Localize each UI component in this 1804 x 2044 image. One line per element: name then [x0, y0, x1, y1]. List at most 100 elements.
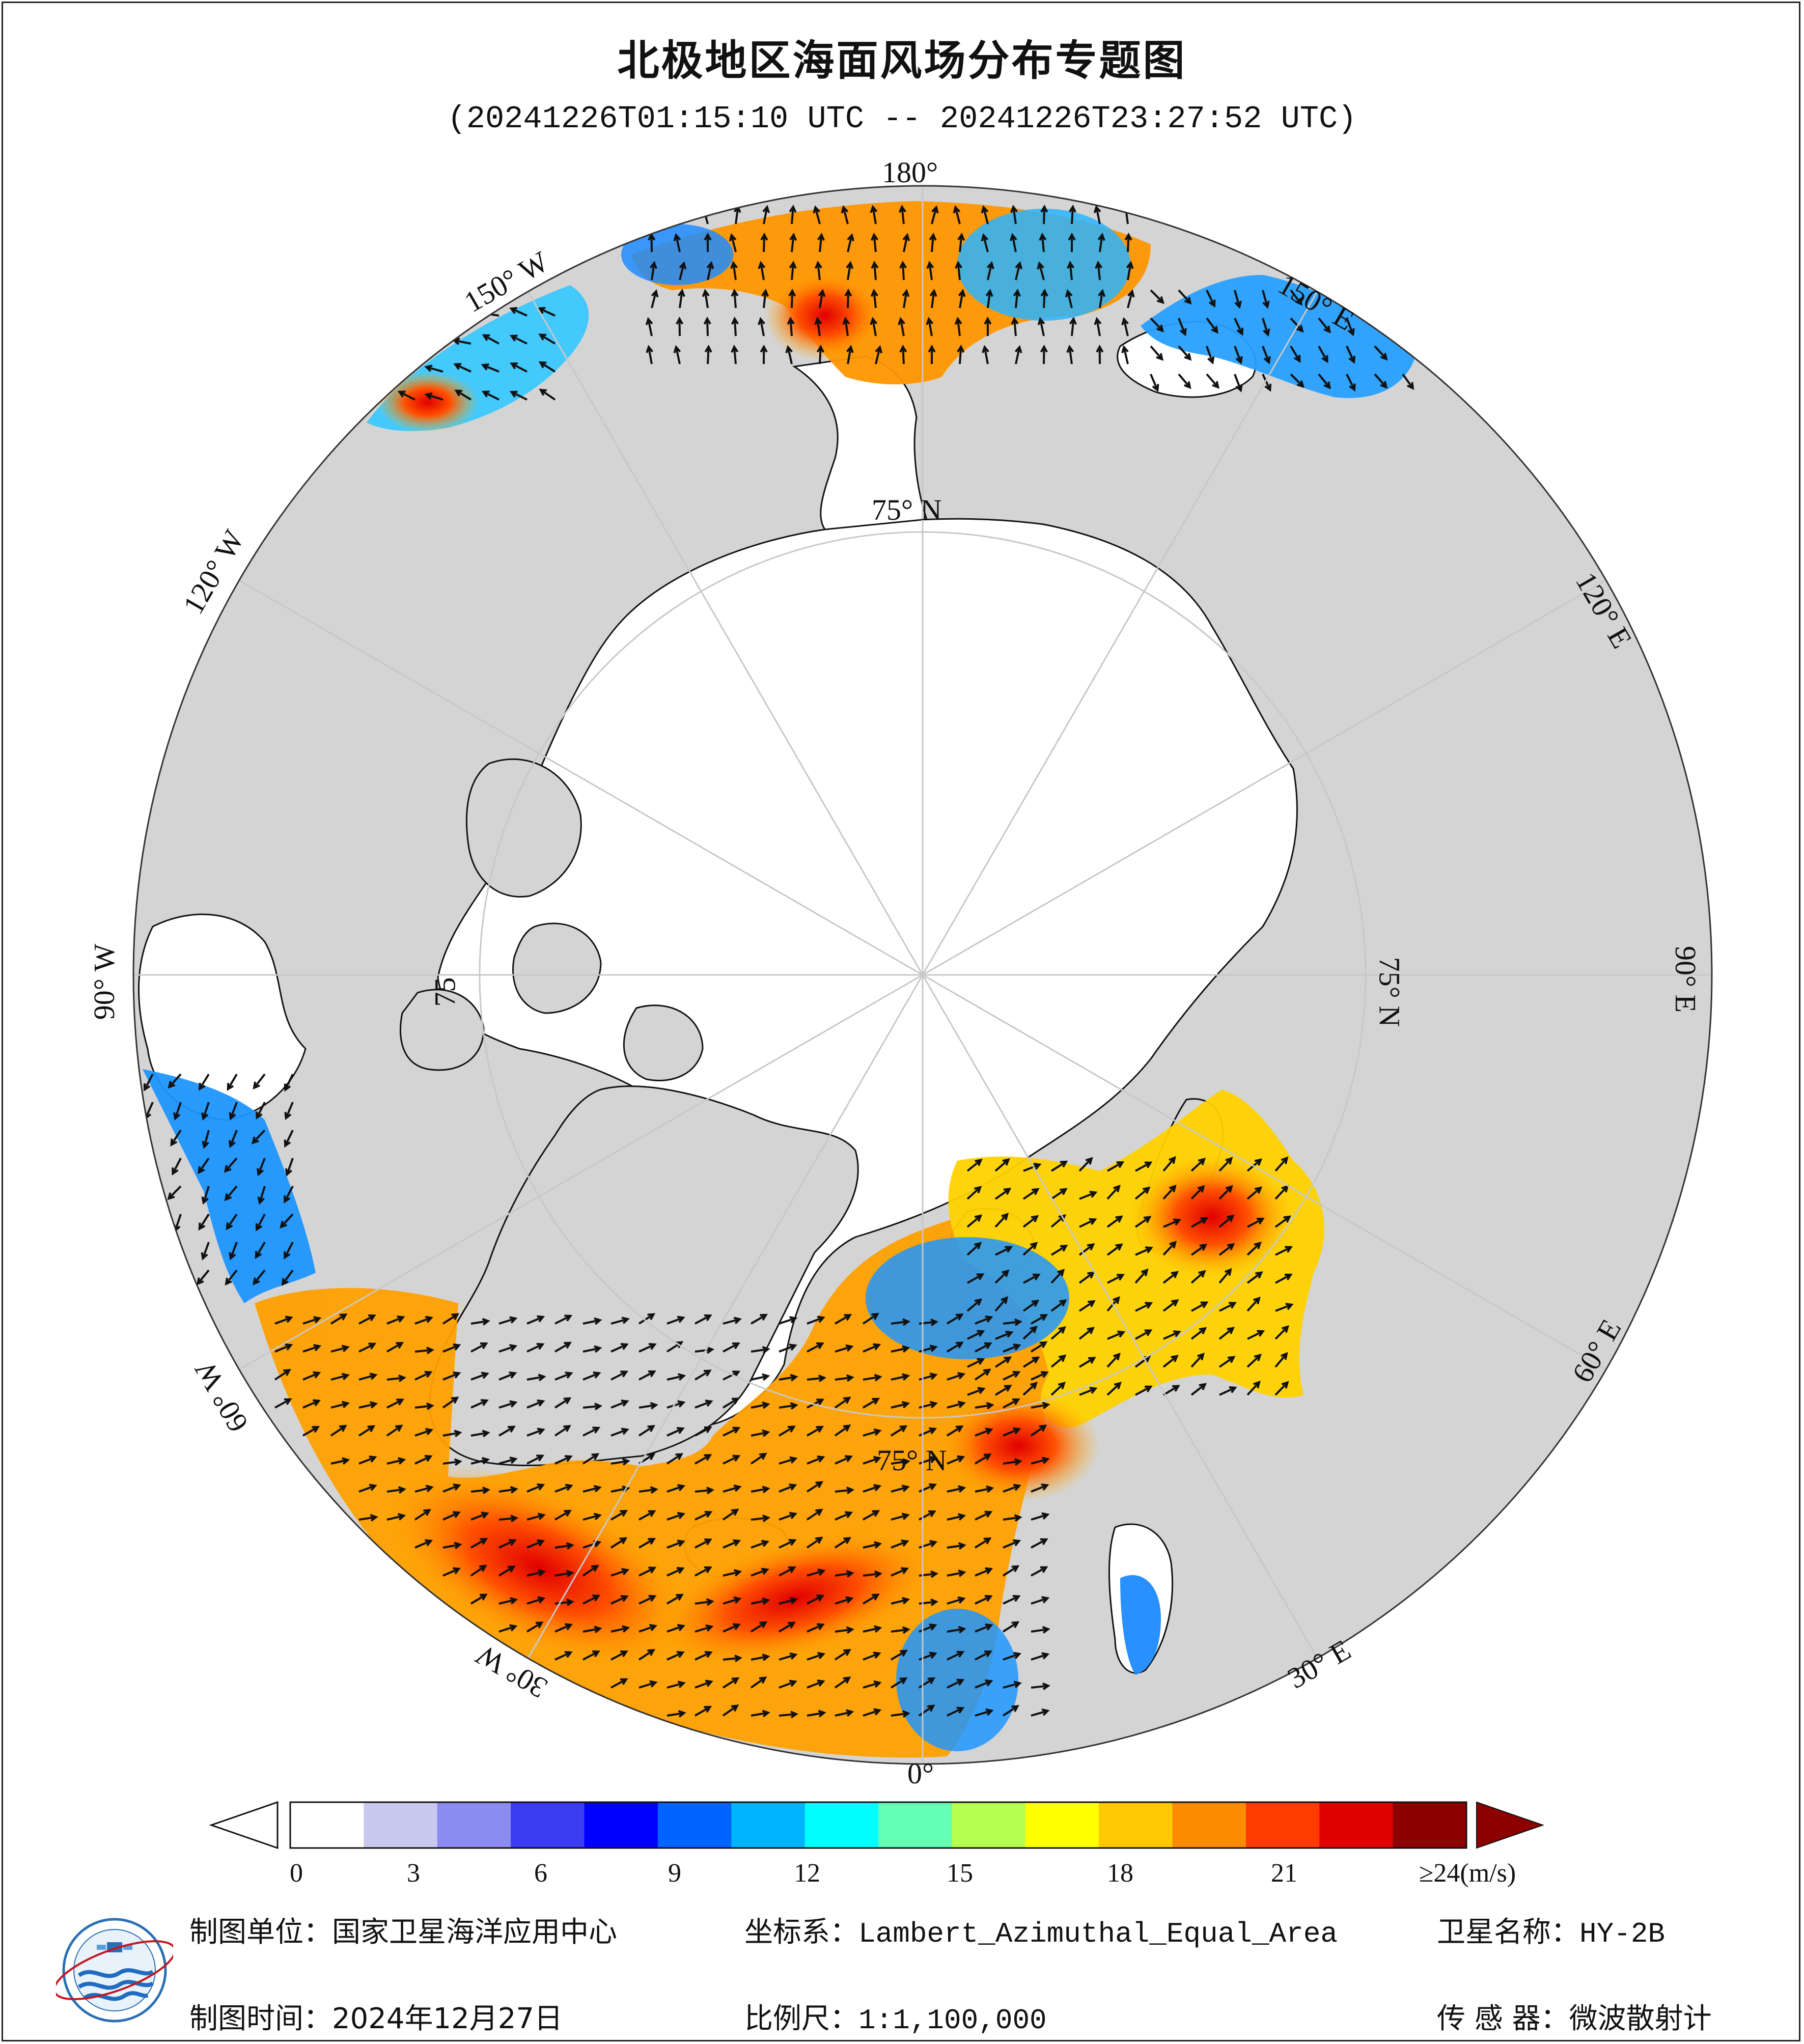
- wind-arrow: [1106, 1243, 1123, 1256]
- wind-arrow: [842, 317, 850, 337]
- wind-arrow: [818, 289, 826, 309]
- wind-arrow: [723, 1454, 741, 1465]
- colorbar-tick: 18: [1107, 1859, 1133, 1888]
- wind-arrow: [1318, 317, 1331, 333]
- wind-arrow: [610, 1650, 628, 1661]
- wind-arrow: [787, 316, 795, 337]
- wind-arrow: [358, 1401, 378, 1409]
- swath-labrador: [143, 1069, 316, 1303]
- wind-arrow: [1275, 1303, 1294, 1312]
- wind-arrow: [442, 1313, 460, 1325]
- colorbar-cell: [878, 1802, 952, 1848]
- wind-arrow: [1023, 1163, 1042, 1172]
- wind-calm-zones: [621, 209, 1130, 1751]
- wind-arrow: [1178, 345, 1192, 361]
- wind-arrow: [1003, 1343, 1021, 1353]
- colorbar-tick: 6: [534, 1859, 547, 1888]
- footer-scale: 比例尺：1:1,100,000: [744, 2002, 1047, 2037]
- wind-arrow: [1003, 1398, 1020, 1409]
- wind-arrow: [229, 1102, 238, 1121]
- wind-arrow: [919, 1427, 937, 1437]
- wind-arrow: [1219, 1302, 1237, 1312]
- wind-arrow: [284, 1074, 294, 1092]
- wind-arrow: [470, 1593, 488, 1605]
- wind-arrow: [751, 1654, 770, 1661]
- wind-arrow: [454, 389, 472, 401]
- footer-unit: 制图单位：国家卫星海洋应用中心: [189, 1916, 617, 1949]
- colorbar-cell: [657, 1802, 732, 1848]
- wind-arrow: [582, 1513, 602, 1521]
- wind-arrow: [723, 1539, 741, 1549]
- wind-arrow: [975, 1650, 992, 1661]
- wind-arrow: [1191, 1301, 1209, 1312]
- wind-arrow: [863, 1374, 882, 1382]
- wind-arrow: [835, 1314, 852, 1325]
- wind-arrow: [638, 1537, 656, 1549]
- wind-arrow: [807, 1710, 826, 1718]
- wind-arrow: [975, 1679, 993, 1689]
- colorbar-cell: [1099, 1802, 1173, 1848]
- wind-arrow: [947, 1569, 966, 1577]
- wind-arrow: [994, 1296, 1008, 1312]
- wind-arrow: [582, 1485, 602, 1493]
- wind-arrow: [1246, 1296, 1261, 1312]
- wind-arrow: [414, 1485, 434, 1493]
- wind-arrow: [1107, 1330, 1126, 1340]
- wind-arrow: [143, 1074, 154, 1091]
- wind-arrow: [638, 1425, 655, 1437]
- wind-arrow: [694, 1369, 712, 1381]
- wind-arrow: [274, 1398, 292, 1409]
- wind-arrow: [302, 1316, 322, 1325]
- wind-arrow: [1022, 1215, 1039, 1228]
- wind-arrow: [1190, 1327, 1207, 1340]
- wind-arrow: [498, 1597, 518, 1605]
- wind-arrow: [947, 1372, 966, 1381]
- wind-arrow: [1124, 232, 1132, 253]
- wind-arrow: [947, 1455, 965, 1465]
- wind-arrow: [256, 1102, 266, 1120]
- wind-arrow: [695, 1679, 713, 1689]
- wind-arrow: [751, 1401, 770, 1409]
- colorbar-cell: [1025, 1802, 1099, 1848]
- wind-arrow: [1135, 1246, 1153, 1256]
- wind-arrow: [1150, 374, 1159, 393]
- wind-arrow: [554, 1483, 573, 1493]
- wind-arrow: [255, 1241, 266, 1259]
- colorbar: [209, 1801, 1545, 1850]
- wind-arrow: [537, 306, 556, 317]
- wind-arrow: [648, 232, 656, 253]
- wind-arrow: [751, 1346, 770, 1354]
- wind-arrow: [1374, 345, 1388, 361]
- wind-arrow: [929, 289, 937, 309]
- wind-arrow: [510, 362, 528, 373]
- wind-arrow: [695, 1487, 715, 1495]
- wind-arrow: [1274, 1325, 1290, 1340]
- wind-arrow: [982, 345, 989, 365]
- wind-arrow: [1022, 1356, 1040, 1368]
- wind-arrow: [1031, 1483, 1049, 1493]
- wind-arrow: [1050, 1326, 1066, 1340]
- wind-arrow: [779, 1402, 798, 1410]
- wind-arrow: [498, 1515, 519, 1523]
- colorbar-tick: 3: [407, 1859, 420, 1888]
- wind-arrow: [1003, 1370, 1021, 1381]
- wind-arrow: [834, 1676, 851, 1689]
- colorbar-max-tick: ≥24(m/s): [1419, 1859, 1516, 1888]
- wind-arrow: [666, 1593, 684, 1605]
- wind-arrow: [919, 1623, 937, 1633]
- map-boundary: [132, 185, 1713, 1765]
- colorbar-cells: [289, 1801, 1467, 1849]
- wind-arrow: [582, 1403, 603, 1411]
- wind-arrow: [1030, 1341, 1048, 1353]
- wind-arrow: [891, 1318, 910, 1326]
- wind-arrow: [863, 1456, 882, 1465]
- wind-arrow: [695, 1510, 713, 1521]
- wind-arrow: [667, 1427, 685, 1437]
- wind-arrow: [424, 365, 443, 373]
- wind-arrow: [526, 1342, 545, 1353]
- wind-arrow: [470, 1318, 490, 1326]
- wind-arrow: [1246, 1354, 1262, 1368]
- wind-arrow: [862, 1312, 879, 1325]
- wind-arrow: [386, 1486, 406, 1494]
